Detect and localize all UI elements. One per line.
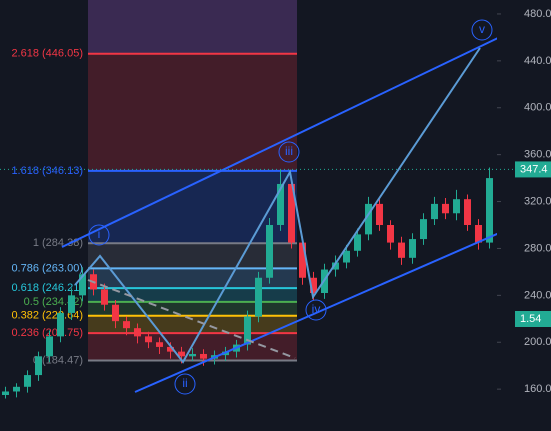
wave-circle	[471, 19, 493, 41]
candle-body	[288, 183, 295, 243]
y-tick-label: 280.00	[524, 242, 551, 254]
candle-body	[255, 277, 262, 317]
fib-zones: 2.618 (446.05) 1.618 (346.13) 1 (284.38) 0.…	[11, 0, 297, 366]
price-axis	[497, 0, 551, 431]
candle-body	[266, 224, 273, 278]
candle-body	[123, 321, 130, 329]
wave-circle	[305, 299, 327, 321]
fib-zone	[88, 301, 297, 316]
candle-body	[79, 274, 86, 296]
fib-label: 0.786 (263.00)	[11, 262, 83, 274]
candle-body	[453, 199, 460, 214]
candle-body	[167, 346, 174, 352]
axis: 480.00 440.00 400.00 360.00 320.00 280.00 240.…	[0, 8, 551, 395]
wave-path	[74, 47, 481, 364]
fib-label: 0.236 (207.75)	[11, 327, 83, 339]
wave-labels: i ii iii iv v	[88, 19, 493, 395]
fib-label: 2.618 (446.05)	[11, 48, 83, 60]
candle-body	[277, 183, 284, 225]
channel-upper	[61, 36, 501, 248]
candle-body	[68, 295, 75, 313]
indicator-label: 1.54	[520, 313, 541, 325]
y-tick-label: 200.00	[524, 336, 551, 348]
fib-zone	[88, 268, 297, 289]
fib-label: 0 (184.47)	[33, 354, 83, 366]
y-tick-label: 360.00	[524, 149, 551, 161]
channel-lower	[134, 226, 514, 393]
candle-body	[24, 375, 31, 387]
fib-label: 0.382 (222.64)	[11, 310, 83, 322]
wave-circle	[88, 224, 110, 246]
fib-zone	[88, 53, 297, 171]
wave-label: i	[98, 227, 101, 241]
candle-body	[442, 203, 449, 214]
candle-body	[409, 239, 416, 258]
fib-zone	[88, 288, 297, 302]
indicator-box	[515, 311, 551, 327]
fib-label: 1.618 (346.13)	[11, 165, 83, 177]
wave-label: iv	[312, 302, 321, 316]
candle-body	[13, 386, 20, 392]
fib-zone	[88, 0, 297, 54]
candle-body	[156, 342, 163, 347]
wave-label: v	[479, 22, 485, 36]
candle-body	[420, 219, 427, 240]
wave-label: iii	[285, 144, 293, 158]
fib-label: 0.618 (246.21)	[11, 282, 83, 294]
last-price-label: 347.4	[520, 163, 548, 175]
candle-body	[145, 336, 152, 343]
y-tick-label: 400.00	[524, 102, 551, 114]
candle-body	[431, 203, 438, 220]
candle-body	[101, 289, 108, 305]
fib-label: 1 (284.38)	[33, 237, 83, 249]
candle-body	[486, 178, 493, 243]
wave-circle	[174, 373, 196, 395]
y-tick-label: 160.00	[524, 383, 551, 395]
candle-body	[343, 250, 350, 263]
candle-body	[200, 353, 207, 359]
fib-zone	[88, 243, 297, 269]
candle-body	[464, 199, 471, 225]
candle-body	[134, 328, 141, 337]
candle-body	[387, 224, 394, 243]
candle-body	[189, 353, 196, 357]
last-price-box	[515, 161, 551, 178]
y-tick-label: 240.00	[524, 289, 551, 301]
candle-body	[299, 242, 306, 278]
fib-zone	[88, 170, 297, 244]
candle-body	[178, 351, 185, 357]
candle-body	[354, 234, 361, 251]
drawings	[61, 36, 514, 393]
candle-body	[398, 242, 405, 258]
wave-label: ii	[182, 376, 187, 390]
wave-circle	[278, 141, 300, 163]
y-tick-label: 440.00	[524, 55, 551, 67]
candle-body	[57, 312, 64, 337]
dashed-line	[87, 279, 296, 359]
candle-body	[112, 304, 119, 322]
candle-body	[244, 316, 251, 345]
candle-body	[46, 336, 53, 357]
candle-body	[310, 277, 317, 294]
candle-body	[475, 224, 482, 243]
y-tick-label: 480.00	[524, 8, 551, 20]
y-tick-label: 320.00	[524, 195, 551, 207]
candle-body	[35, 356, 42, 376]
candle-body	[332, 262, 339, 270]
candle-body	[2, 391, 9, 396]
candle-body	[365, 203, 372, 235]
candle-body	[376, 203, 383, 225]
